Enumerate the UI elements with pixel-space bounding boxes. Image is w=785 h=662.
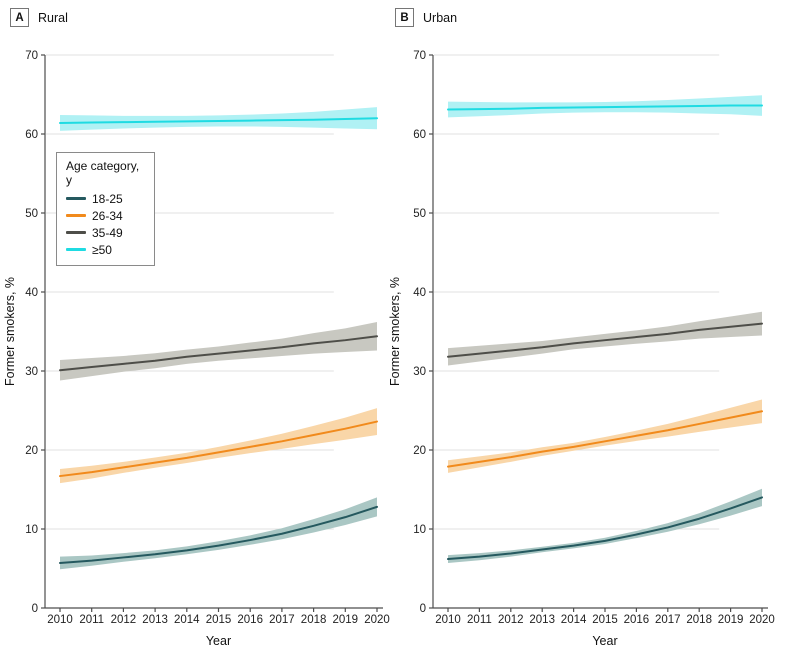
svg-text:60: 60: [25, 129, 38, 141]
svg-text:Former smokers, %: Former smokers, %: [388, 277, 402, 386]
svg-text:Year: Year: [592, 634, 617, 648]
svg-text:2020: 2020: [749, 614, 775, 626]
svg-text:2016: 2016: [237, 614, 263, 626]
svg-text:2018: 2018: [301, 614, 327, 626]
svg-text:10: 10: [25, 524, 38, 536]
panel-a-title: Rural: [38, 10, 68, 25]
svg-text:2010: 2010: [435, 614, 461, 626]
svg-text:2012: 2012: [111, 614, 137, 626]
svg-text:2016: 2016: [624, 614, 650, 626]
svg-text:Former smokers, %: Former smokers, %: [3, 277, 17, 386]
rural-chart: 0 10 20 30 40 50 60 70 2010 2011 2012 2013 2014 2015 2…: [3, 50, 390, 648]
legend-item: 35-49: [66, 224, 146, 241]
svg-text:20: 20: [413, 445, 426, 457]
legend-line-swatch: [66, 214, 86, 217]
svg-text:10: 10: [413, 524, 426, 536]
svg-text:2014: 2014: [174, 614, 200, 626]
svg-text:2019: 2019: [718, 614, 744, 626]
svg-text:2020: 2020: [364, 614, 390, 626]
legend: Age category, y 18-25 26-34 35-49 ≥50: [56, 152, 155, 266]
svg-text:2010: 2010: [47, 614, 73, 626]
svg-text:2019: 2019: [333, 614, 359, 626]
svg-text:40: 40: [25, 287, 38, 299]
svg-text:Year: Year: [206, 634, 231, 648]
svg-text:60: 60: [413, 129, 426, 141]
svg-text:30: 30: [25, 366, 38, 378]
svg-text:0: 0: [420, 603, 426, 615]
svg-text:2015: 2015: [206, 614, 232, 626]
svg-text:0: 0: [32, 603, 38, 615]
legend-item: ≥50: [66, 241, 146, 258]
svg-text:50: 50: [413, 208, 426, 220]
svg-text:20: 20: [25, 445, 38, 457]
svg-text:70: 70: [25, 50, 38, 62]
svg-text:2018: 2018: [686, 614, 712, 626]
svg-text:2014: 2014: [561, 614, 587, 626]
legend-item-label: 18-25: [92, 191, 123, 206]
legend-title: Age category, y: [66, 159, 140, 187]
panel-b-tag: B: [395, 8, 414, 27]
urban-chart: 0 10 20 30 40 50 60 70 2010 2011 2012 2013 2014 2015 2…: [388, 50, 775, 648]
svg-text:2017: 2017: [269, 614, 295, 626]
legend-item: 26-34: [66, 207, 146, 224]
legend-item: 18-25: [66, 190, 146, 207]
svg-text:2012: 2012: [498, 614, 524, 626]
panel-b-title: Urban: [423, 10, 458, 25]
legend-line-swatch: [66, 231, 86, 234]
svg-text:40: 40: [413, 287, 426, 299]
svg-text:70: 70: [413, 50, 426, 62]
svg-text:2015: 2015: [592, 614, 618, 626]
svg-text:2013: 2013: [142, 614, 168, 626]
legend-item-label: ≥50: [92, 242, 112, 257]
svg-text:2017: 2017: [655, 614, 681, 626]
svg-text:2011: 2011: [79, 614, 104, 626]
panel-a-header: A Rural: [10, 8, 68, 27]
panel-b-header: B Urban: [395, 8, 457, 27]
legend-line-swatch: [66, 197, 86, 200]
svg-text:50: 50: [25, 208, 38, 220]
svg-text:30: 30: [413, 366, 426, 378]
legend-items: 18-25 26-34 35-49 ≥50: [66, 190, 146, 258]
legend-line-swatch: [66, 248, 86, 251]
svg-text:2011: 2011: [467, 614, 492, 626]
legend-item-label: 35-49: [92, 225, 123, 240]
legend-item-label: 26-34: [92, 208, 123, 223]
svg-text:2013: 2013: [529, 614, 555, 626]
panel-a-tag: A: [10, 8, 29, 27]
